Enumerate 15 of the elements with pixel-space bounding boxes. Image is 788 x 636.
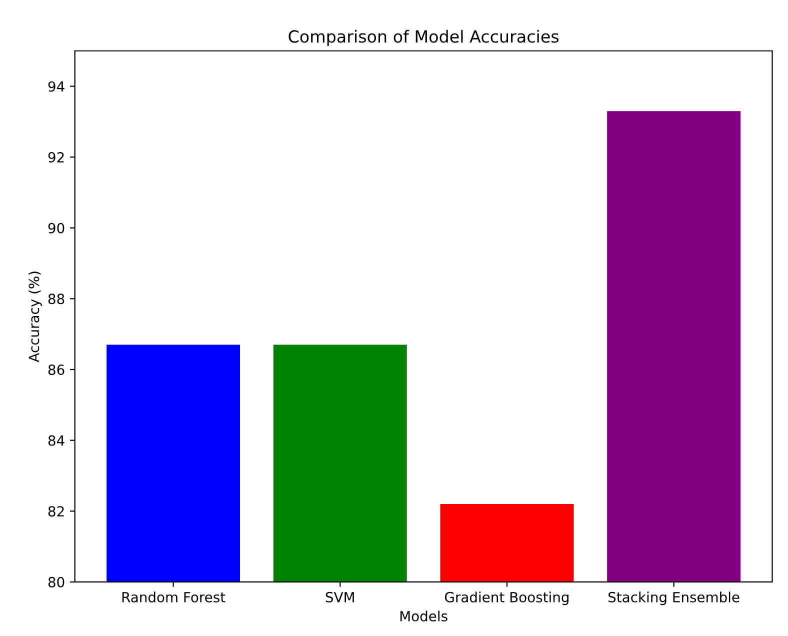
- chart-title: Comparison of Model Accuracies: [288, 30, 559, 46]
- x-axis-title: Models: [400, 610, 448, 622]
- y-tick-label: 80: [48, 576, 64, 588]
- x-tick-label: Random Forest: [122, 592, 226, 602]
- x-tick-label: SVM: [326, 592, 354, 602]
- x-tick-label: Stacking Ensemble: [608, 592, 740, 606]
- y-tick-label: 84: [48, 435, 64, 446]
- y-tick-label: 90: [48, 222, 64, 234]
- y-tick-label: 92: [48, 152, 64, 163]
- y-tick-label: 82: [48, 506, 64, 517]
- y-tick-label: 88: [48, 294, 64, 304]
- x-tick-label: Gradient Boosting: [444, 592, 568, 606]
- y-tick-label: 94: [48, 81, 64, 92]
- y-tick-label: 86: [48, 364, 64, 375]
- y-axis-title: Accuracy (%): [28, 272, 42, 362]
